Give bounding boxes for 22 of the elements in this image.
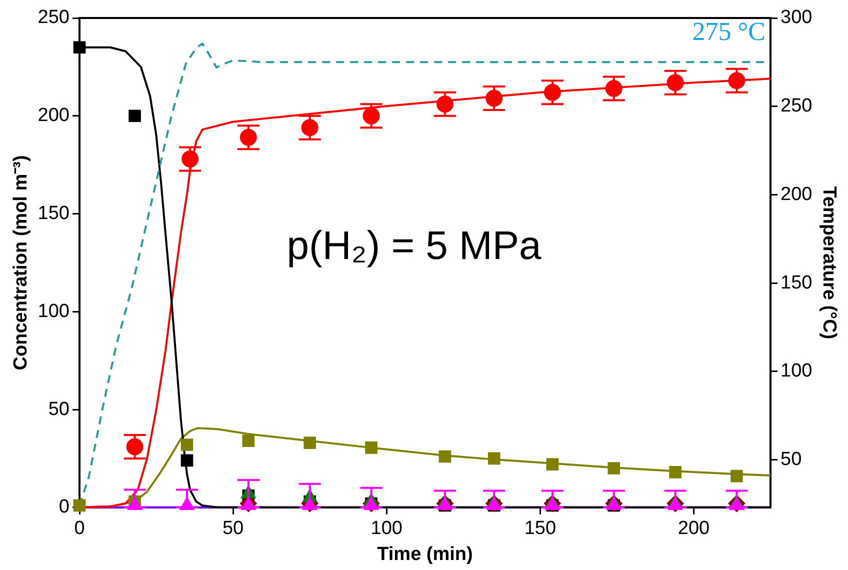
y2-tick-label: 300: [780, 7, 812, 28]
x-tick-label: 100: [370, 518, 402, 540]
y2-axis-title: Temperature (°C): [818, 186, 840, 340]
y2-tick-label: 100: [780, 360, 812, 382]
y-tick-label: 50: [48, 398, 70, 420]
y2-tick-label: 50: [780, 448, 802, 470]
y-axis-title: Concentration (mol m⁻³): [10, 155, 32, 370]
x-tick-label: 0: [74, 518, 85, 540]
y2-tick-label: 200: [780, 184, 812, 205]
y-tick-label: 150: [38, 202, 70, 224]
y-tick-label: 0: [58, 496, 70, 518]
x-tick-label: 50: [222, 518, 244, 540]
annotation: 275 °C: [692, 16, 766, 46]
y-tick-label: 200: [38, 105, 70, 126]
annotation: p(H₂) = 5 MPa: [286, 224, 542, 268]
x-tick-label: 150: [524, 518, 556, 540]
y-tick-label: 250: [38, 7, 70, 28]
x-tick-label: 200: [678, 518, 710, 540]
y2-tick-label: 250: [780, 96, 812, 117]
x-axis-title: Time (min): [377, 544, 473, 565]
y-tick-label: 100: [38, 300, 70, 322]
y2-tick-label: 150: [780, 272, 812, 294]
